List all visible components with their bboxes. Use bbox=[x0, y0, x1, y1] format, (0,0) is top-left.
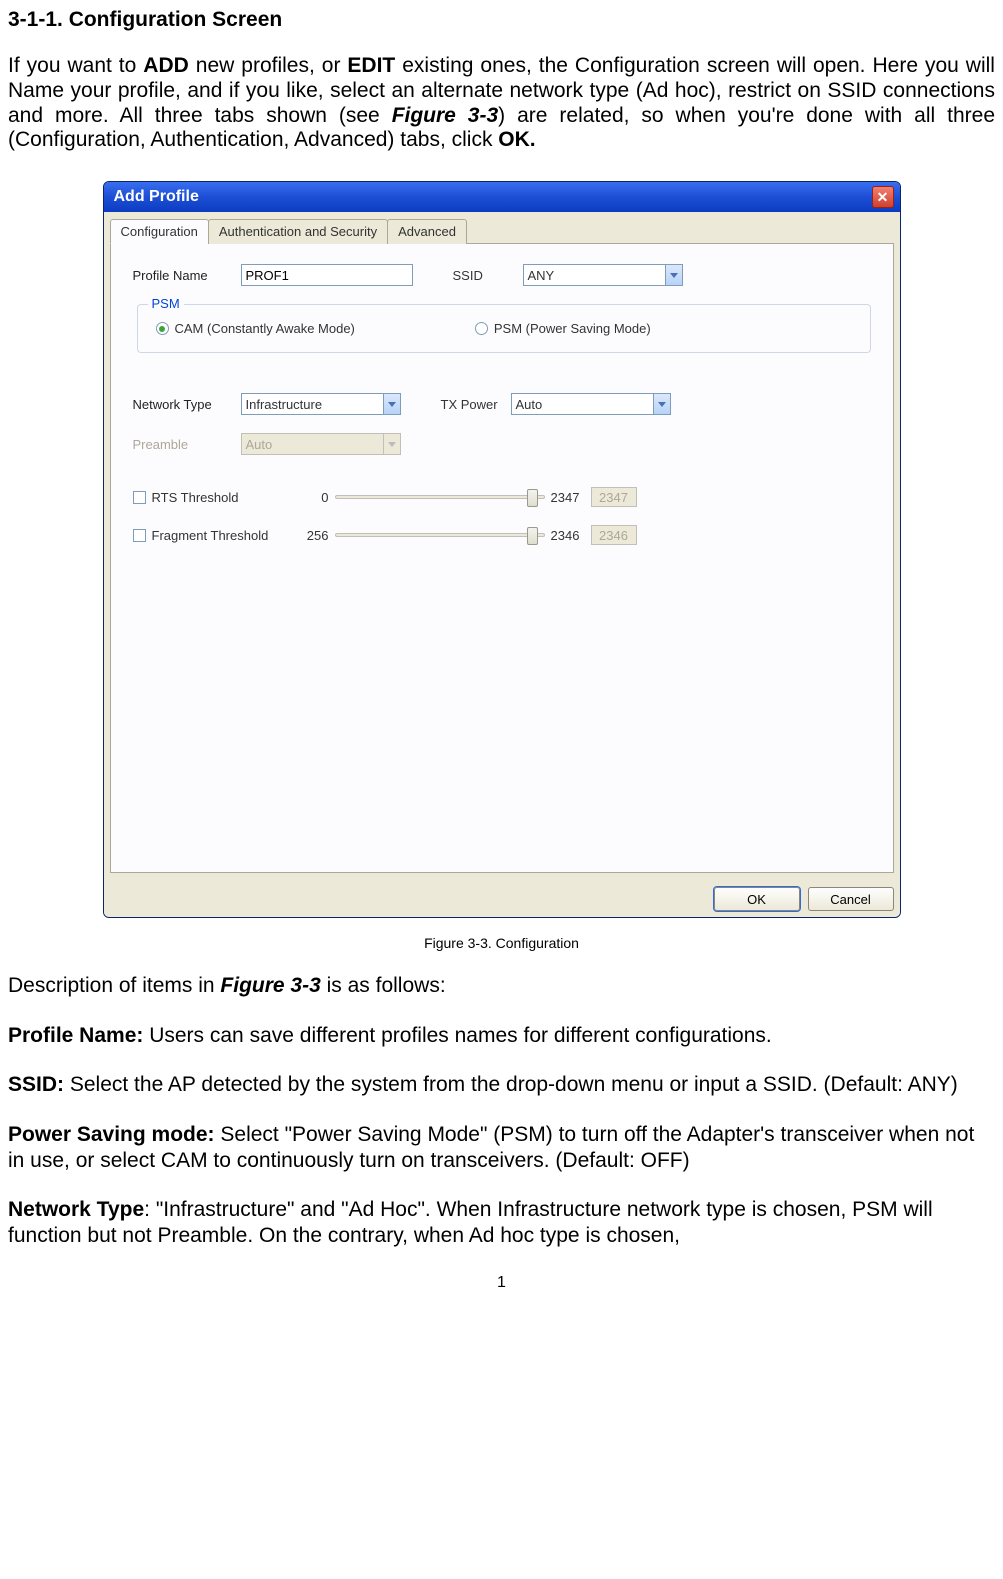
tab-authentication[interactable]: Authentication and Security bbox=[208, 219, 388, 244]
desc-intro: Description of items in Figure 3-3 is as… bbox=[8, 973, 995, 999]
tx-power-value: Auto bbox=[512, 397, 653, 412]
figure-caption: Figure 3-3. Configuration bbox=[8, 935, 995, 951]
checkbox-icon bbox=[133, 529, 146, 542]
intro-figref: Figure 3-3 bbox=[392, 104, 498, 127]
profile-name-input[interactable] bbox=[241, 264, 413, 286]
slider-thumb[interactable] bbox=[527, 489, 538, 507]
rts-checkbox[interactable]: RTS Threshold bbox=[133, 490, 283, 505]
desc-profile: Profile Name: Users can save different p… bbox=[8, 1023, 995, 1049]
tab-advanced[interactable]: Advanced bbox=[387, 219, 467, 244]
close-button[interactable]: ✕ bbox=[872, 186, 894, 208]
label-rts: RTS Threshold bbox=[152, 490, 239, 505]
fragment-checkbox[interactable]: Fragment Threshold bbox=[133, 528, 283, 543]
desc-label: Power Saving mode: bbox=[8, 1123, 215, 1146]
figure-wrap: Add Profile ✕ Configuration Authenticati… bbox=[8, 181, 995, 951]
rts-slider[interactable] bbox=[335, 488, 545, 506]
tabstrip: Configuration Authentication and Securit… bbox=[110, 219, 894, 244]
desc-network: Network Type: "Infrastructure" and "Ad H… bbox=[8, 1197, 995, 1248]
fragment-slider[interactable] bbox=[335, 526, 545, 544]
intro-ok: OK. bbox=[498, 128, 535, 151]
radio-icon bbox=[156, 322, 169, 335]
label-ssid: SSID bbox=[453, 268, 523, 283]
radio-icon bbox=[475, 322, 488, 335]
tab-panel: Profile Name SSID ANY PSM bbox=[110, 243, 894, 873]
intro-text: new profiles, or bbox=[189, 54, 348, 77]
label-fragment: Fragment Threshold bbox=[152, 528, 269, 543]
ssid-combo[interactable]: ANY bbox=[523, 264, 683, 286]
chevron-down-icon bbox=[383, 434, 400, 454]
cancel-button[interactable]: Cancel bbox=[808, 887, 894, 911]
chevron-down-icon bbox=[383, 394, 400, 414]
row-fragment: Fragment Threshold 256 2346 2346 bbox=[133, 525, 871, 545]
slider-thumb[interactable] bbox=[527, 527, 538, 545]
rts-value-box: 2347 bbox=[591, 487, 637, 507]
ok-button[interactable]: OK bbox=[714, 887, 800, 911]
intro-add: ADD bbox=[143, 54, 189, 77]
checkbox-icon bbox=[133, 491, 146, 504]
description: Description of items in Figure 3-3 is as… bbox=[8, 973, 995, 1248]
spacer bbox=[133, 473, 871, 487]
psm-legend: PSM bbox=[148, 296, 184, 311]
desc-ssid: SSID: Select the AP detected by the syst… bbox=[8, 1072, 995, 1098]
desc-text: Select the AP detected by the system fro… bbox=[64, 1073, 958, 1096]
slider-track bbox=[335, 495, 545, 499]
slider-track bbox=[335, 533, 545, 537]
fragment-max: 2346 bbox=[551, 528, 591, 543]
section-heading: 3-1-1. Configuration Screen bbox=[8, 8, 995, 32]
psm-fieldset: PSM CAM (Constantly Awake Mode) PSM (Pow… bbox=[137, 304, 871, 353]
row-profile-ssid: Profile Name SSID ANY bbox=[133, 264, 871, 286]
intro-edit: EDIT bbox=[347, 54, 395, 77]
rts-min: 0 bbox=[283, 490, 329, 505]
label-network-type: Network Type bbox=[133, 397, 241, 412]
ssid-value: ANY bbox=[524, 268, 665, 283]
radio-cam-label: CAM (Constantly Awake Mode) bbox=[175, 321, 355, 336]
dialog-footer: OK Cancel bbox=[104, 879, 900, 917]
tx-power-combo[interactable]: Auto bbox=[511, 393, 671, 415]
tab-configuration[interactable]: Configuration bbox=[110, 219, 209, 244]
label-profile-name: Profile Name bbox=[133, 268, 241, 283]
desc-label: SSID: bbox=[8, 1073, 64, 1096]
desc-text: is as follows: bbox=[321, 974, 446, 997]
desc-label: Network Type bbox=[8, 1198, 144, 1221]
psm-radio-row: CAM (Constantly Awake Mode) PSM (Power S… bbox=[156, 321, 852, 336]
window-client: Configuration Authentication and Securit… bbox=[104, 212, 900, 879]
radio-cam[interactable]: CAM (Constantly Awake Mode) bbox=[156, 321, 355, 336]
row-rts: RTS Threshold 0 2347 2347 bbox=[133, 487, 871, 507]
chevron-down-icon bbox=[653, 394, 670, 414]
close-icon: ✕ bbox=[877, 189, 889, 206]
intro-paragraph: If you want to ADD new profiles, or EDIT… bbox=[8, 54, 995, 153]
row-preamble: Preamble Auto bbox=[133, 433, 871, 455]
page: 3-1-1. Configuration Screen If you want … bbox=[0, 0, 1003, 1312]
chevron-down-icon bbox=[665, 265, 682, 285]
desc-text: : "Infrastructure" and "Ad Hoc". When In… bbox=[8, 1198, 933, 1247]
window-titlebar: Add Profile ✕ bbox=[104, 182, 900, 212]
network-type-value: Infrastructure bbox=[242, 397, 383, 412]
desc-label: Profile Name: bbox=[8, 1024, 143, 1047]
intro-text: If you want to bbox=[8, 54, 143, 77]
preamble-combo: Auto bbox=[241, 433, 401, 455]
desc-text: Description of items in bbox=[8, 974, 220, 997]
preamble-value: Auto bbox=[242, 437, 383, 452]
desc-psm: Power Saving mode: Select "Power Saving … bbox=[8, 1122, 995, 1173]
rts-max: 2347 bbox=[551, 490, 591, 505]
label-preamble: Preamble bbox=[133, 437, 241, 452]
row-network-tx: Network Type Infrastructure TX Power Aut… bbox=[133, 393, 871, 415]
fragment-min: 256 bbox=[283, 528, 329, 543]
radio-psm[interactable]: PSM (Power Saving Mode) bbox=[475, 321, 651, 336]
add-profile-window: Add Profile ✕ Configuration Authenticati… bbox=[103, 181, 901, 918]
desc-text: Users can save different profiles names … bbox=[143, 1024, 771, 1047]
page-number: 1 bbox=[8, 1274, 995, 1292]
radio-psm-label: PSM (Power Saving Mode) bbox=[494, 321, 651, 336]
desc-figref: Figure 3-3 bbox=[220, 974, 320, 997]
fragment-value-box: 2346 bbox=[591, 525, 637, 545]
network-type-combo[interactable]: Infrastructure bbox=[241, 393, 401, 415]
window-title: Add Profile bbox=[114, 188, 199, 206]
label-tx-power: TX Power bbox=[441, 397, 511, 412]
